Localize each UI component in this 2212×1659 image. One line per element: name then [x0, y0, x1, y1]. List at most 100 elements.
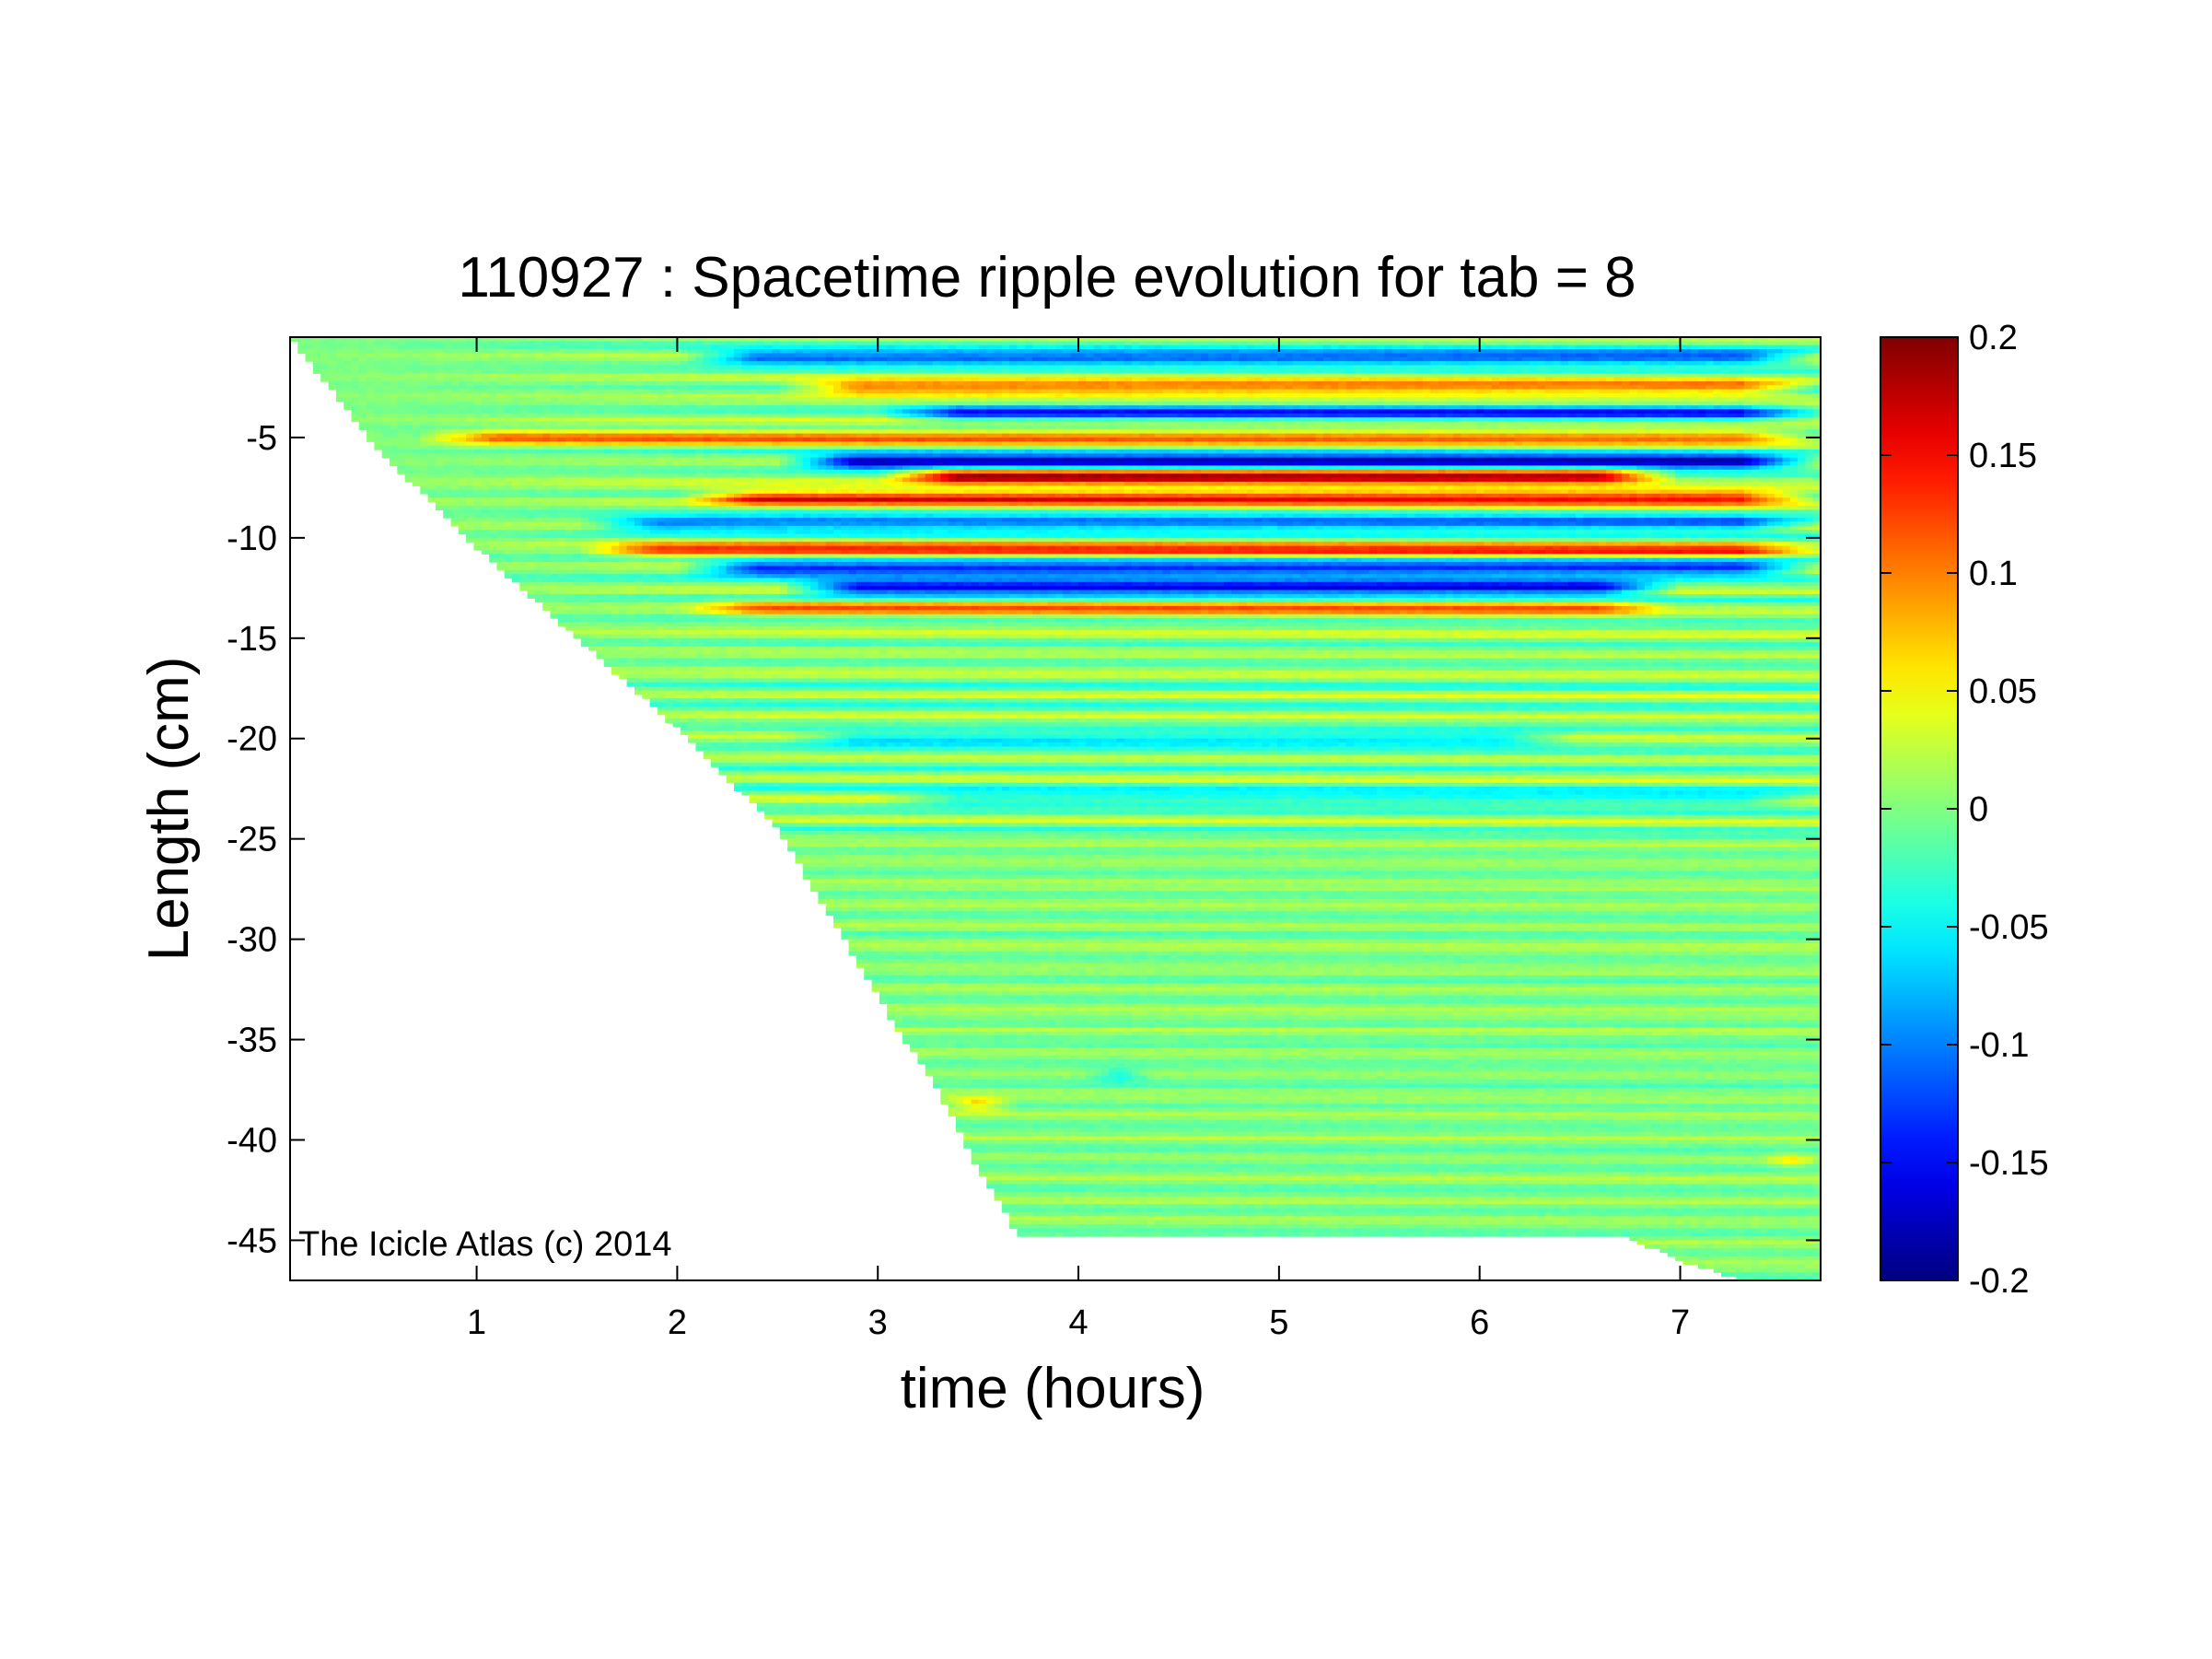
heatmap-cell: [542, 378, 551, 382]
heatmap-cell: [581, 378, 589, 382]
heatmap-cell: [757, 345, 765, 350]
heatmap-cell: [451, 405, 460, 410]
heatmap-cell: [611, 574, 620, 578]
heatmap-cell: [542, 390, 551, 394]
heatmap-cell: [542, 538, 551, 543]
heatmap-cell: [818, 803, 826, 808]
heatmap-cell: [650, 538, 658, 543]
heatmap-cell: [734, 722, 742, 727]
heatmap-cell: [496, 494, 505, 498]
heatmap-cell: [512, 438, 520, 442]
heatmap-cell: [588, 554, 597, 558]
heatmap-cell: [695, 562, 704, 567]
heatmap-cell: [482, 470, 490, 474]
heatmap-cell: [658, 566, 666, 570]
heatmap-cell: [787, 698, 796, 703]
heatmap-cell: [551, 353, 559, 357]
heatmap-cell: [727, 438, 735, 442]
heatmap-cell: [681, 402, 689, 406]
heatmap-cell: [581, 578, 589, 582]
heatmap-cell: [787, 671, 796, 675]
heatmap-cell: [711, 465, 719, 470]
heatmap-cell: [551, 397, 559, 402]
heatmap-cell: [718, 618, 727, 623]
heatmap-cell: [757, 574, 765, 578]
heatmap-cell: [574, 405, 582, 410]
heatmap-cell: [803, 695, 811, 699]
heatmap-cell: [796, 526, 804, 531]
heatmap-cell: [764, 349, 773, 354]
heatmap-cell: [695, 671, 704, 675]
heatmap-cell: [711, 734, 719, 739]
heatmap-cell: [750, 366, 758, 370]
heatmap-cell: [734, 446, 742, 450]
heatmap-cell: [727, 586, 735, 590]
heatmap-cell: [773, 482, 781, 486]
heatmap-cell: [826, 590, 834, 595]
heatmap-cell: [604, 509, 612, 514]
heatmap-cell: [773, 823, 781, 827]
heatmap-cell: [489, 494, 497, 498]
heatmap-cell: [673, 478, 681, 483]
heatmap-cell: [581, 341, 589, 345]
heatmap-cell: [681, 478, 689, 483]
heatmap-cell: [750, 683, 758, 687]
heatmap-cell: [750, 622, 758, 626]
heatmap-cell: [405, 393, 413, 398]
heatmap-cell: [588, 465, 597, 470]
heatmap-cell: [642, 341, 650, 345]
heatmap-cell: [780, 465, 788, 470]
heatmap-cell: [818, 871, 826, 876]
heatmap-cell: [482, 485, 490, 490]
heatmap-cell: [757, 722, 765, 727]
heatmap-cell: [627, 373, 635, 378]
heatmap-cell: [796, 485, 804, 490]
heatmap-cell: [634, 473, 643, 478]
heatmap-cell: [787, 630, 796, 635]
heatmap-cell: [619, 594, 627, 599]
heatmap-cell: [741, 642, 750, 647]
heatmap-cell: [489, 470, 497, 474]
heatmap-cell: [750, 450, 758, 454]
heatmap-cell: [588, 349, 597, 354]
heatmap-cell: [634, 586, 643, 590]
heatmap-cell: [741, 393, 750, 398]
heatmap-cell: [619, 647, 627, 651]
heatmap-cell: [581, 518, 589, 522]
heatmap-cell: [681, 554, 689, 558]
heatmap-cell: [803, 831, 811, 835]
heatmap-cell: [642, 683, 650, 687]
heatmap-cell: [803, 514, 811, 519]
heatmap-cell: [711, 671, 719, 675]
heatmap-cell: [695, 438, 704, 442]
heatmap-cell: [596, 642, 604, 647]
heatmap-cell: [780, 514, 788, 519]
heatmap-cell: [704, 594, 712, 599]
heatmap-cell: [482, 458, 490, 462]
heatmap-cell: [596, 461, 604, 466]
heatmap-cell: [604, 390, 612, 394]
heatmap-cell: [650, 566, 658, 570]
heatmap-cell: [374, 378, 382, 382]
heatmap-cell: [558, 598, 566, 602]
heatmap-cell: [558, 434, 566, 438]
heatmap-cell: [482, 453, 490, 458]
heatmap-cell: [519, 530, 528, 534]
heatmap-cell: [658, 357, 666, 362]
heatmap-cell: [565, 626, 574, 631]
heatmap-cell: [634, 458, 643, 462]
heatmap-cell: [329, 353, 337, 357]
heatmap-cell: [704, 417, 712, 422]
heatmap-cell: [574, 558, 582, 563]
heatmap-cell: [588, 485, 597, 490]
heatmap-cell: [650, 650, 658, 655]
heatmap-cell: [413, 341, 421, 345]
heatmap-cell: [688, 409, 696, 414]
heatmap-cell: [787, 847, 796, 851]
heatmap-cell: [519, 473, 528, 478]
heatmap-cell: [665, 598, 673, 602]
heatmap-cell: [542, 506, 551, 510]
heatmap-cell: [750, 518, 758, 522]
heatmap-cell: [688, 381, 696, 386]
heatmap-cell: [764, 558, 773, 563]
